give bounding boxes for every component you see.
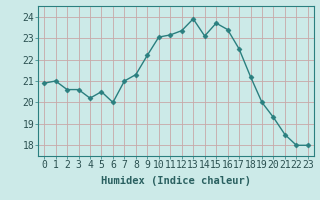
X-axis label: Humidex (Indice chaleur): Humidex (Indice chaleur) xyxy=(101,176,251,186)
